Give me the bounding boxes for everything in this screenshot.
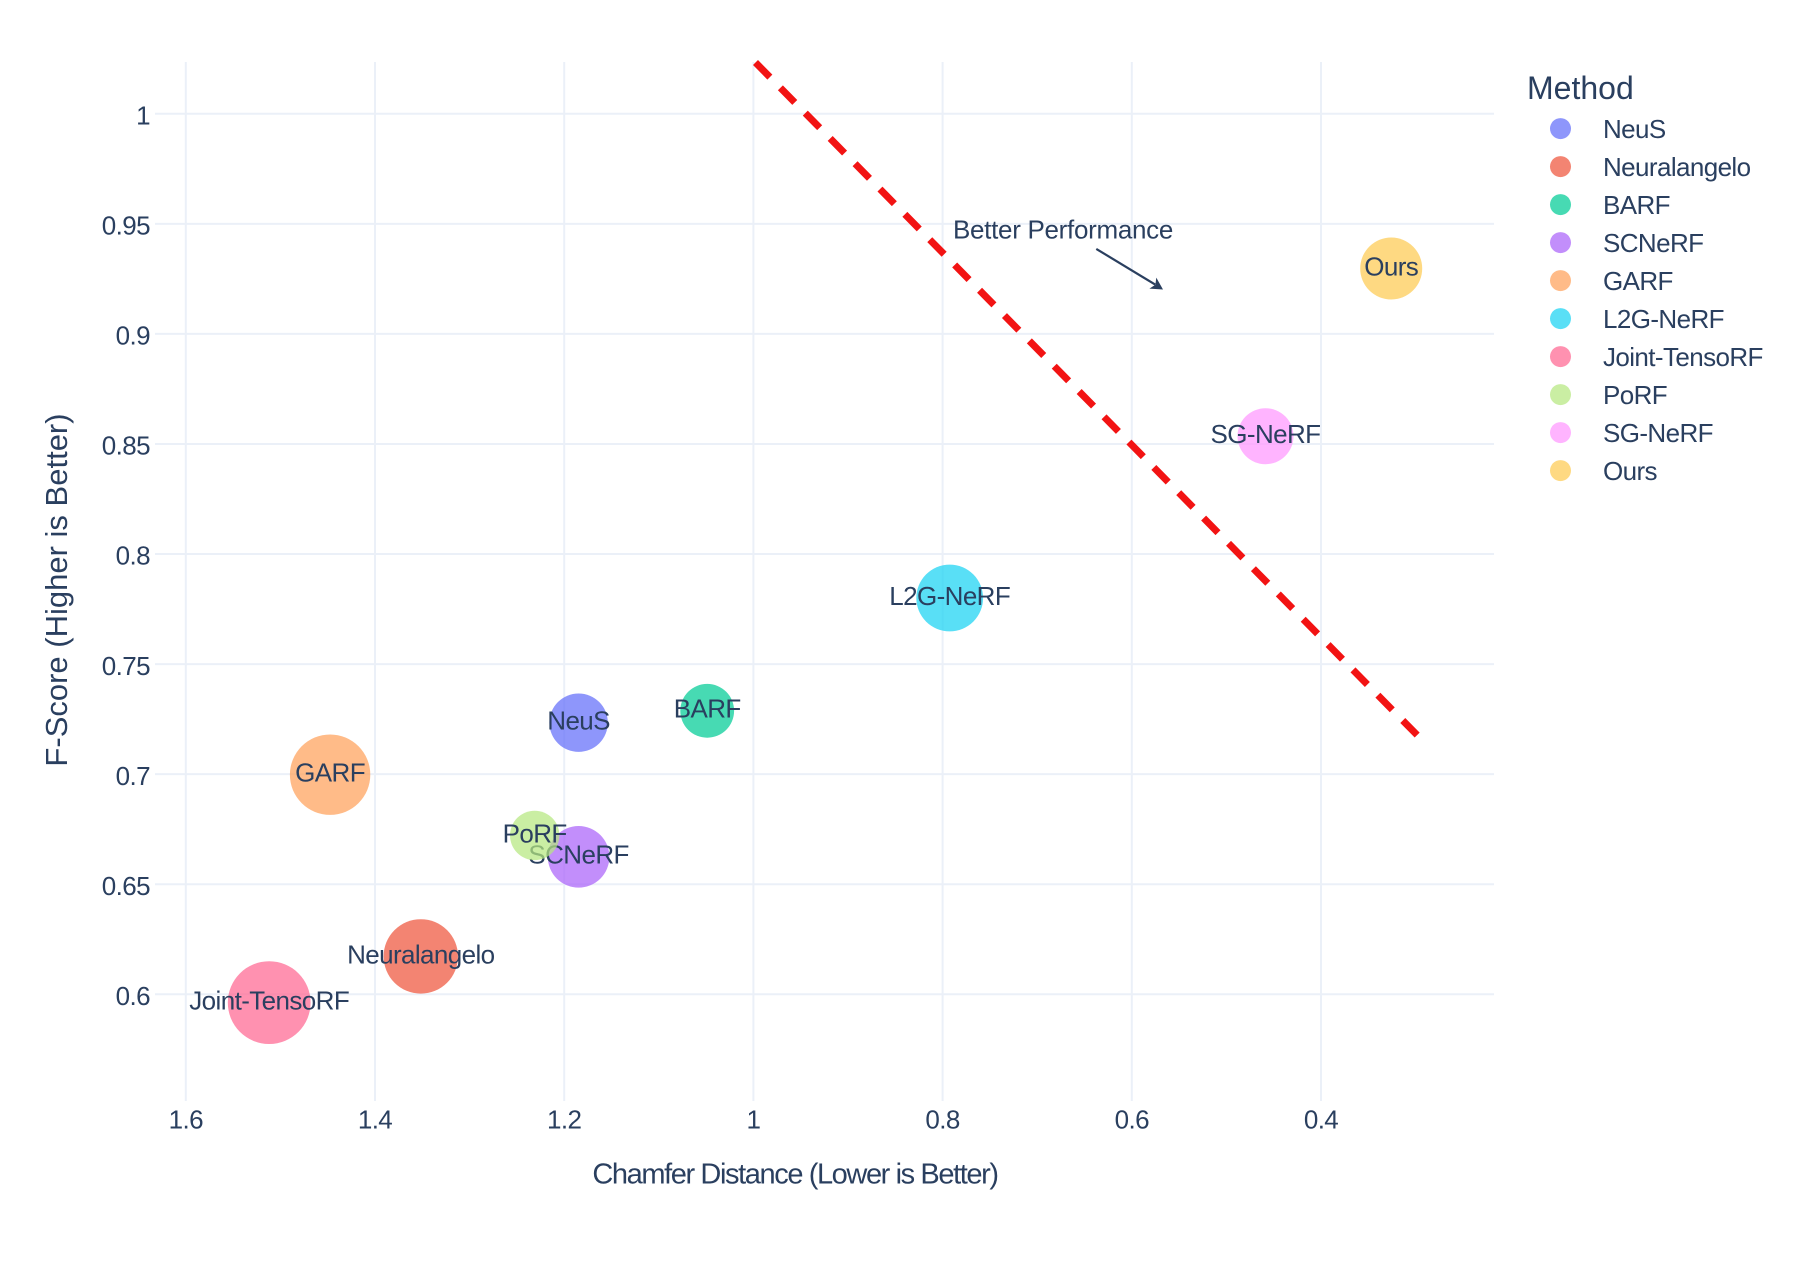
svg-text:0.8: 0.8 xyxy=(925,1104,959,1134)
svg-text:0.4: 0.4 xyxy=(1304,1104,1338,1134)
svg-text:1.6: 1.6 xyxy=(169,1104,203,1134)
svg-text:Joint-TensoRF: Joint-TensoRF xyxy=(189,986,349,1016)
svg-text:Chamfer Distance (Lower is Bet: Chamfer Distance (Lower is Better) xyxy=(592,1159,997,1191)
svg-text:0.8: 0.8 xyxy=(116,541,150,571)
svg-text:GARF: GARF xyxy=(295,758,365,788)
svg-text:0.9: 0.9 xyxy=(116,321,150,351)
svg-text:PoRF: PoRF xyxy=(1603,380,1667,410)
svg-text:SCNeRF: SCNeRF xyxy=(1603,228,1703,258)
svg-text:L2G-NeRF: L2G-NeRF xyxy=(1603,304,1724,334)
svg-text:NeuS: NeuS xyxy=(1603,114,1666,144)
svg-text:1.2: 1.2 xyxy=(547,1104,581,1134)
svg-text:SG-NeRF: SG-NeRF xyxy=(1211,419,1321,449)
svg-text:SG-NeRF: SG-NeRF xyxy=(1603,418,1713,448)
svg-text:F-Score (Higher is Better): F-Score (Higher is Better) xyxy=(39,413,74,766)
svg-text:NeuS: NeuS xyxy=(547,706,610,736)
svg-text:PoRF: PoRF xyxy=(503,818,567,848)
svg-text:Better Performance: Better Performance xyxy=(953,214,1173,244)
svg-text:1: 1 xyxy=(136,101,150,131)
svg-text:0.75: 0.75 xyxy=(102,651,150,681)
svg-text:0.85: 0.85 xyxy=(102,431,150,461)
svg-text:Ours: Ours xyxy=(1603,456,1658,486)
svg-text:Method: Method xyxy=(1527,70,1634,106)
svg-text:Neuralangelo: Neuralangelo xyxy=(347,939,495,969)
svg-text:BARF: BARF xyxy=(674,694,741,724)
svg-text:Ours: Ours xyxy=(1364,251,1419,281)
svg-text:Neuralangelo: Neuralangelo xyxy=(1603,152,1751,182)
svg-text:1: 1 xyxy=(746,1104,760,1134)
svg-text:0.7: 0.7 xyxy=(116,761,150,791)
svg-text:0.6: 0.6 xyxy=(1115,1104,1149,1134)
svg-text:0.95: 0.95 xyxy=(102,211,150,241)
svg-text:BARF: BARF xyxy=(1603,190,1670,220)
svg-text:0.6: 0.6 xyxy=(116,981,150,1011)
svg-text:0.65: 0.65 xyxy=(102,871,150,901)
svg-text:Joint-TensoRF: Joint-TensoRF xyxy=(1603,342,1763,372)
svg-text:L2G-NeRF: L2G-NeRF xyxy=(889,581,1010,611)
svg-text:GARF: GARF xyxy=(1603,266,1673,296)
svg-text:1.4: 1.4 xyxy=(358,1104,392,1134)
